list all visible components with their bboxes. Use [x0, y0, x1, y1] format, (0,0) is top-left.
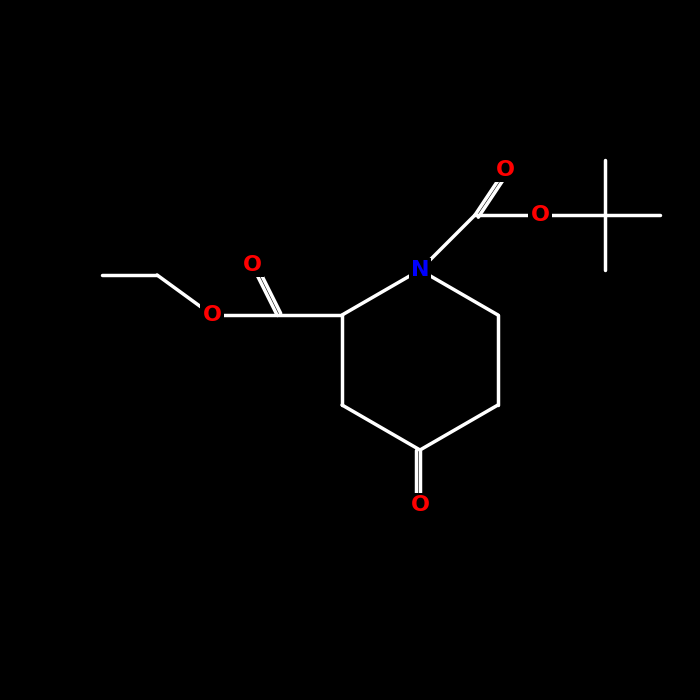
Text: O: O: [410, 495, 430, 515]
Text: N: N: [411, 260, 429, 280]
Text: O: O: [496, 160, 514, 180]
Text: O: O: [202, 305, 222, 325]
Text: O: O: [531, 205, 550, 225]
Text: O: O: [243, 255, 262, 275]
